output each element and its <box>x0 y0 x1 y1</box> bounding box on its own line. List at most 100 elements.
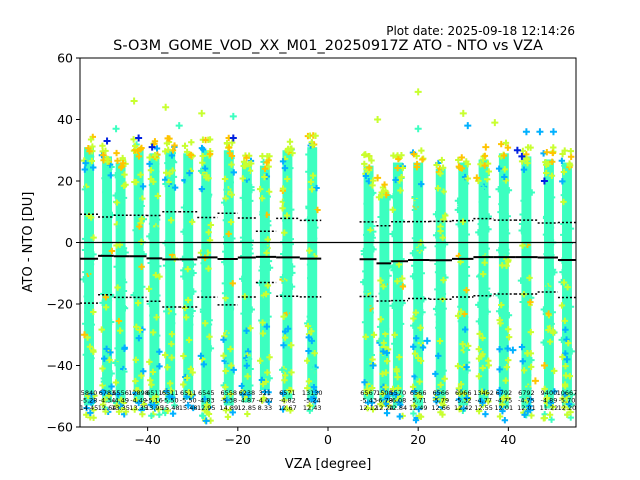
data-point <box>183 174 191 182</box>
data-point <box>558 157 566 165</box>
data-point <box>385 272 392 279</box>
data-point <box>382 279 390 286</box>
bin-mean-label: -5.16 <box>146 397 163 405</box>
data-point <box>202 331 209 339</box>
data-point <box>464 367 471 374</box>
data-point <box>220 336 227 343</box>
data-point <box>383 357 391 365</box>
data-point <box>243 362 251 369</box>
data-point <box>409 273 417 280</box>
data-point <box>368 399 376 407</box>
data-point <box>495 308 503 315</box>
data-point <box>170 173 178 181</box>
data-point <box>559 178 566 185</box>
outlier-point <box>81 331 89 339</box>
data-point <box>458 165 466 172</box>
data-point <box>543 169 550 177</box>
data-point <box>99 365 106 372</box>
bin-mean-label: -4.75 <box>518 397 535 405</box>
data-point <box>498 140 505 148</box>
data-point <box>280 313 287 320</box>
data-column <box>241 162 252 403</box>
data-point <box>135 334 143 342</box>
data-point <box>482 410 489 418</box>
data-point <box>166 268 173 275</box>
outlier-point <box>202 417 210 425</box>
data-point <box>390 192 397 200</box>
data-point <box>151 217 159 224</box>
outlier-point <box>423 337 431 345</box>
bin-std-label: 12.12 <box>359 404 378 412</box>
y-tick-label: −60 <box>47 420 73 435</box>
data-point <box>279 205 286 212</box>
data-point <box>361 319 369 326</box>
data-point <box>147 259 154 267</box>
outlier-point <box>414 125 422 133</box>
y-tick-label: −40 <box>47 358 73 373</box>
bin-count-label: 13130 <box>302 389 323 397</box>
bin-mean-label: -4.49 <box>112 397 129 405</box>
data-point <box>362 172 370 180</box>
data-point <box>284 325 292 332</box>
data-point <box>541 385 548 393</box>
data-point <box>377 277 384 284</box>
data-point <box>546 411 554 418</box>
data-point <box>287 407 294 414</box>
data-point <box>279 185 287 192</box>
data-point <box>164 364 171 371</box>
data-point <box>147 401 154 408</box>
data-point <box>382 325 390 333</box>
data-point <box>504 258 512 265</box>
data-point <box>476 330 483 338</box>
x-axis-label: VZA [degree] <box>285 457 372 472</box>
data-point <box>524 408 531 415</box>
data-point <box>548 194 556 201</box>
data-point <box>165 344 173 352</box>
data-point <box>397 401 404 408</box>
data-point <box>419 156 426 163</box>
data-point <box>168 340 175 348</box>
data-point <box>561 317 569 325</box>
bin-count-label: 1500 <box>376 389 393 397</box>
data-point <box>501 220 508 228</box>
data-point <box>310 383 318 391</box>
bin-count-label: 5570 <box>390 389 407 397</box>
bin-std-label: 12.01 <box>517 404 536 412</box>
chart-title: S-O3M_GOME_VOD_XX_M01_20250917Z ATO - NT… <box>113 38 543 54</box>
data-point <box>414 370 421 377</box>
outlier-point <box>491 119 499 127</box>
data-point <box>107 318 115 326</box>
data-point <box>228 161 235 168</box>
data-point <box>397 320 405 328</box>
data-point <box>545 326 552 334</box>
data-point <box>411 193 418 201</box>
data-point <box>368 190 375 198</box>
data-point <box>112 359 119 367</box>
data-point <box>243 228 250 235</box>
data-point <box>475 373 483 380</box>
data-point <box>439 164 447 171</box>
data-point <box>459 218 467 225</box>
data-point <box>148 412 155 420</box>
data-point <box>100 378 108 385</box>
data-point <box>380 339 387 347</box>
data-point <box>559 353 566 361</box>
bin-count-label: 6792 <box>518 389 535 397</box>
data-point <box>288 206 295 213</box>
data-point <box>417 337 424 345</box>
bin-std-label: 13.95 <box>145 404 164 412</box>
bin-mean-label: -4.77 <box>475 397 492 405</box>
data-point <box>136 379 144 387</box>
data-column <box>149 153 160 406</box>
data-point <box>442 212 449 219</box>
data-point <box>497 320 504 327</box>
data-point <box>201 165 209 172</box>
data-point <box>225 144 233 151</box>
data-point <box>527 298 534 306</box>
data-point <box>311 350 318 357</box>
data-point <box>258 195 266 202</box>
data-point <box>399 299 406 307</box>
data-point <box>265 398 272 406</box>
data-point <box>201 395 208 403</box>
data-point <box>562 326 569 333</box>
